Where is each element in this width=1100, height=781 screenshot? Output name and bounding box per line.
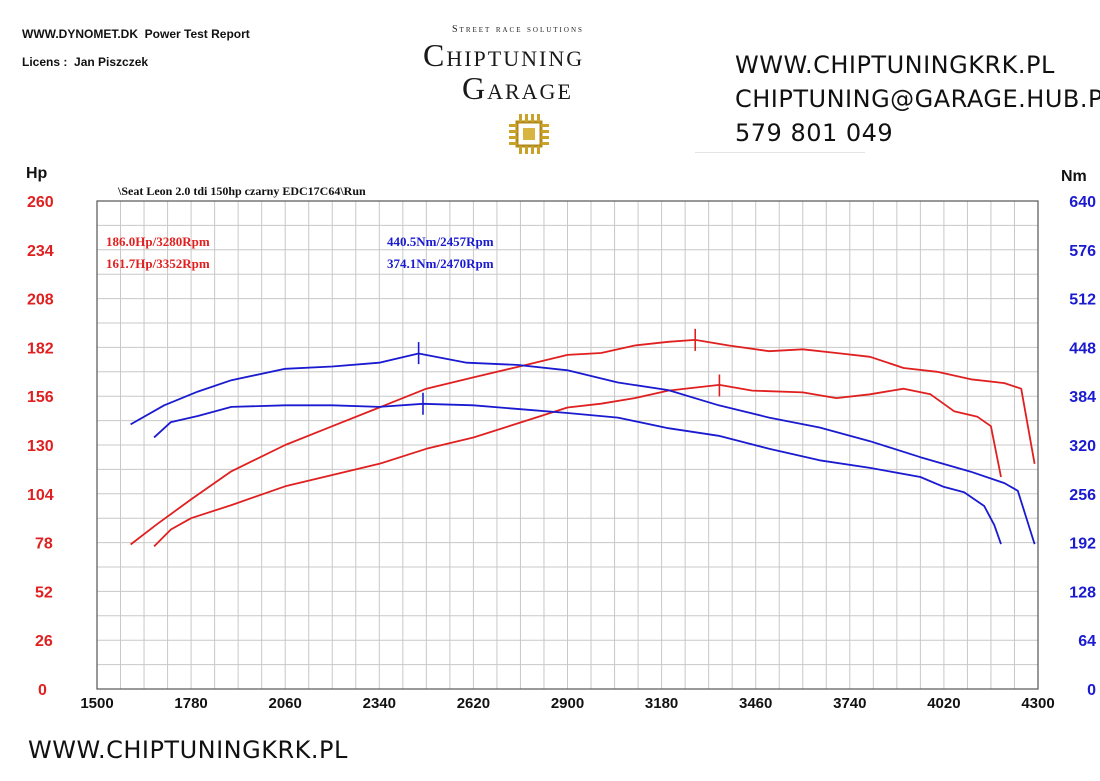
y-right-tick-label: 320 [1069, 438, 1096, 455]
y-left-tick-label: 104 [27, 487, 54, 504]
annotation-power-stock: 161.7Hp/3352Rpm [106, 256, 210, 271]
plot-frame [96, 200, 1039, 690]
y-left-tick-label: 0 [38, 682, 47, 699]
series [130, 338, 1036, 548]
x-tick-label: 2340 [363, 695, 396, 712]
x-tick-label: 4300 [1021, 695, 1054, 712]
series-line-3 [153, 402, 1002, 545]
series-line-0 [130, 338, 1036, 546]
contact-email[interactable]: CHIPTUNING@GARAGE.HUB.PL [735, 85, 1100, 113]
y-right-tick-label: 448 [1069, 340, 1096, 357]
y-right-tick-label: 64 [1078, 633, 1096, 650]
y-left-tick-label: 234 [27, 243, 54, 260]
footer-website[interactable]: WWW.CHIPTUNINGKRK.PL [28, 736, 348, 764]
annotation-torque-tuned: 440.5Nm/2457Rpm [387, 234, 494, 249]
peak-markers [417, 328, 721, 415]
y-right-tick-label: 128 [1069, 584, 1096, 601]
y-right-tick-label: 192 [1069, 536, 1096, 553]
contact-divider [695, 152, 865, 153]
y-left-tick-label: 260 [27, 194, 54, 211]
chart-title: \Seat Leon 2.0 tdi 150hp czarny EDC17C64… [117, 184, 366, 198]
annotation-power-tuned: 186.0Hp/3280Rpm [106, 234, 210, 249]
logo-title-line1: Chiptuning [423, 37, 585, 73]
y-left-tick-label: 156 [27, 389, 54, 406]
x-tick-label: 2060 [269, 695, 302, 712]
grid [96, 200, 1039, 690]
y-left-tick-label: 52 [35, 584, 53, 601]
series-line-2 [130, 352, 1036, 545]
license-label: Licens : Jan Piszczek [22, 55, 149, 69]
y-axis-right-label: Nm [1061, 168, 1087, 185]
x-tick-label: 4020 [927, 695, 960, 712]
y-right-tick-label: 0 [1087, 682, 1096, 699]
y-right-tick-label: 640 [1069, 194, 1096, 211]
x-tick-label: 3180 [645, 695, 678, 712]
y-left-tick-label: 130 [27, 438, 54, 455]
contact-phone[interactable]: 579 801 049 [735, 119, 894, 147]
y-left-tick-label: 26 [35, 633, 53, 650]
axis-ticks: 1500 1780 2060 2340 2620 2900 3180 3460 3740 4020… [27, 194, 1096, 712]
series-line-1 [153, 383, 1002, 548]
y-left-tick-label: 182 [27, 340, 54, 357]
report-title: WWW.DYNOMET.DK Power Test Report [22, 27, 250, 41]
logo-title-line2: Garage [462, 70, 573, 106]
y-right-tick-label: 256 [1069, 487, 1096, 504]
y-left-tick-label: 78 [35, 536, 53, 553]
x-tick-label: 1500 [80, 695, 113, 712]
y-axis-left-label: Hp [26, 165, 48, 182]
y-left-tick-label: 208 [27, 292, 54, 309]
chip-icon [509, 114, 549, 154]
x-tick-label: 3460 [739, 695, 772, 712]
y-right-tick-label: 576 [1069, 243, 1096, 260]
x-tick-label: 2900 [551, 695, 584, 712]
dyno-chart: Hp Nm \Seat Leon 2.0 tdi 150hp czarny ED… [26, 165, 1096, 712]
contact-website[interactable]: WWW.CHIPTUNINGKRK.PL [735, 51, 1055, 79]
annotation-torque-stock: 374.1Nm/2470Rpm [387, 256, 494, 271]
x-tick-label: 1780 [174, 695, 207, 712]
y-right-tick-label: 512 [1069, 292, 1096, 309]
y-right-tick-label: 384 [1069, 389, 1096, 406]
x-tick-label: 3740 [833, 695, 866, 712]
x-tick-label: 2620 [457, 695, 490, 712]
logo-tagline: Street race solutions [452, 24, 584, 35]
